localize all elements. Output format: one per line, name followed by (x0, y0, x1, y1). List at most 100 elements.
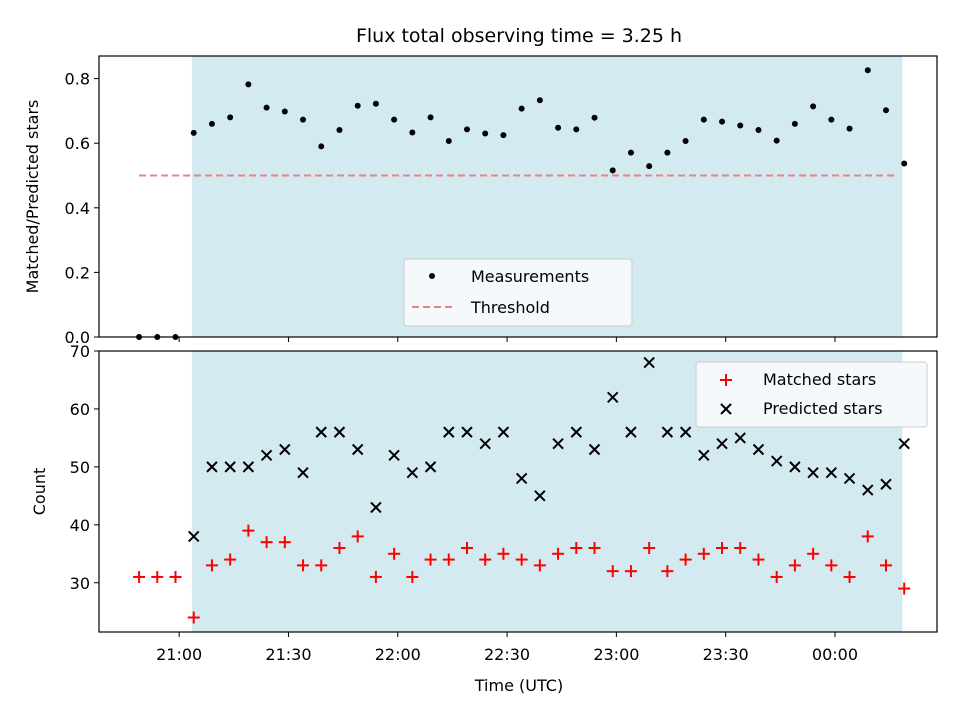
measurement-point (846, 125, 853, 132)
predicted-star-point (825, 466, 838, 479)
matched-star-point (879, 559, 892, 572)
matched-star-point (260, 536, 273, 549)
predicted-star-point (843, 472, 856, 485)
bottom-x-tick-label: 21:30 (265, 645, 311, 664)
measurement-point (609, 167, 616, 174)
matched-star-point (460, 541, 473, 554)
top-y-tick-label: 0.4 (65, 199, 90, 218)
predicted-star-point-b (734, 432, 746, 444)
bottom-panel: 30 40 50 60 70 21:00 21:30 22:00 22:30 23:00 23:3… (30, 342, 938, 695)
predicted-star-point (479, 437, 491, 450)
top-panel: 0.00.20.40.60.8 Matched/Predicted stars … (23, 55, 938, 347)
predicted-star-point (698, 449, 710, 461)
matched-star-point (807, 547, 820, 560)
matched-star-point (643, 541, 656, 554)
predicted-star-point-b (297, 466, 309, 479)
measurement-point (190, 129, 197, 136)
predicted-star-point-b (515, 472, 528, 485)
predicted-star-point-b (679, 426, 692, 438)
predicted-star-point-b (370, 501, 382, 514)
predicted-star-point-b (497, 426, 510, 438)
predicted-star-point-b (898, 437, 910, 450)
predicted-star-point (206, 461, 218, 473)
matched-star-point (861, 530, 874, 543)
measurement-point (536, 97, 543, 104)
predicted-star-point (607, 391, 619, 404)
predicted-star-point (333, 426, 346, 438)
predicted-star-point-b (625, 426, 637, 438)
bottom-y-tick-label: 40 (70, 516, 90, 535)
measurement-point (281, 108, 288, 115)
bottom-x-tick-label: 22:30 (484, 645, 530, 664)
measurement-point (482, 130, 489, 137)
predicted-star-point-b (570, 426, 583, 438)
measurement-point (791, 120, 798, 127)
legend-matched-marker (720, 374, 732, 386)
matched-star-point (515, 553, 528, 566)
predicted-star-point-b (242, 461, 255, 473)
predicted-star-point (315, 426, 327, 438)
measurement-point (882, 107, 889, 114)
predicted-star-point (297, 466, 309, 479)
top-y-tick-label: 0.8 (65, 70, 90, 89)
predicted-star-point-b (588, 443, 601, 456)
measurement-point (300, 116, 307, 123)
measurement-points (136, 67, 908, 340)
bottom-y-tick-label: 30 (70, 574, 90, 593)
bottom-x-tick-label: 23:00 (593, 645, 639, 664)
measurement-point (445, 137, 452, 144)
predicted-star-point (752, 443, 765, 456)
matched-star-point (224, 553, 237, 566)
matched-star-point (351, 530, 364, 543)
bottom-x-tick-label: 00:00 (812, 645, 858, 664)
matched-star-point (187, 611, 200, 624)
predicted-star-point-b (315, 426, 327, 438)
measurement-point (810, 103, 817, 110)
predicted-star-point-b (862, 484, 874, 496)
bottom-x-ticks: 21:00 21:30 22:00 22:30 23:00 23:30 00:00 (156, 632, 858, 664)
predicted-star-point-b (552, 437, 564, 450)
predicted-star-point-b (224, 461, 236, 473)
measurement-point (518, 105, 525, 112)
predicted-star-point (734, 432, 746, 444)
measurement-point (755, 126, 762, 133)
top-y-ticks: 0.0 0.2 0.4 0.6 0.8 (65, 70, 99, 347)
count-points (133, 356, 911, 624)
matched-star-point (697, 547, 710, 560)
predicted-star-point-b (698, 449, 710, 461)
predicted-star-point-b (279, 443, 291, 456)
x-axis-label: Time (UTC) (474, 676, 563, 695)
measurement-point (318, 143, 325, 150)
predicted-star-point (570, 426, 583, 438)
top-x-ticks (178, 337, 836, 342)
matched-star-point (898, 582, 911, 595)
predicted-star-point (770, 455, 783, 467)
predicted-star-point-b (880, 478, 892, 490)
matched-star-point (570, 541, 583, 554)
matched-star-point (679, 553, 692, 566)
matched-star-point (770, 570, 783, 583)
legend-threshold-label: Threshold (470, 298, 550, 317)
matched-star-point (552, 547, 565, 560)
predicted-star-point-b (479, 437, 491, 450)
measurement-point (773, 137, 780, 144)
predicted-star-point (862, 484, 874, 496)
predicted-star-point (406, 466, 419, 479)
matched-star-point (825, 559, 838, 572)
predicted-star-point-b (206, 461, 218, 473)
matched-star-point (424, 553, 437, 566)
measurement-point (227, 114, 234, 121)
matched-star-point (661, 565, 674, 578)
measurement-point (427, 114, 434, 121)
predicted-star-point-b (188, 530, 200, 543)
bottom-y-tick-label: 70 (70, 342, 90, 361)
predicted-star-point-b (607, 391, 619, 404)
matched-star-point (788, 559, 801, 572)
predicted-star-point (242, 461, 255, 473)
matched-star-point (497, 547, 510, 560)
predicted-star-point-b (825, 466, 838, 479)
measurement-point (354, 102, 361, 109)
measurement-point (737, 122, 744, 129)
predicted-star-point-b (406, 466, 419, 479)
chart-title: Flux total observing time = 3.25 h (356, 25, 682, 47)
